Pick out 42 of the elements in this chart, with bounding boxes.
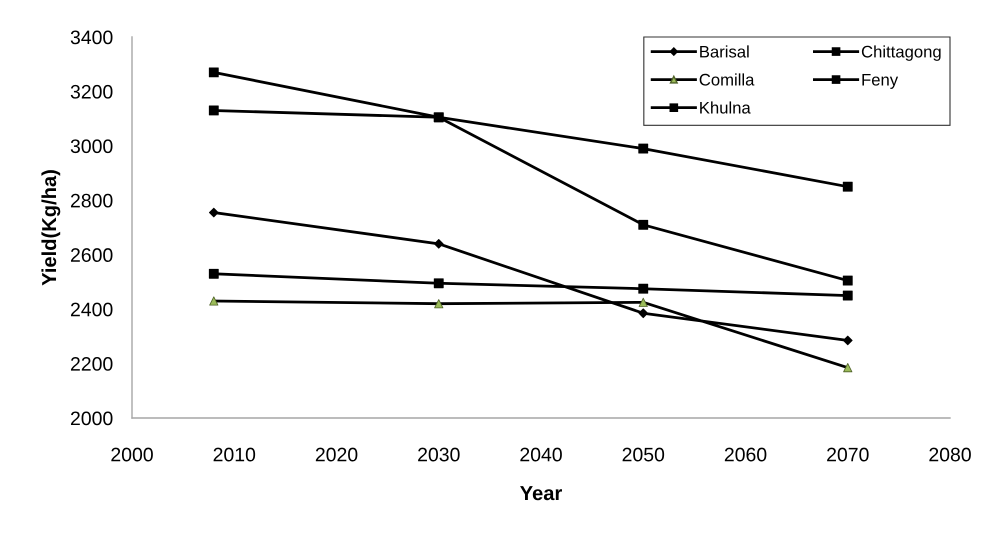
legend-label: Chittagong — [862, 45, 941, 61]
y-tick-label: 2000 — [70, 411, 112, 426]
point — [208, 268, 219, 279]
y-tick-label: 2200 — [70, 357, 112, 371]
legend-label: Barisal — [700, 45, 749, 58]
x-tick-label: 2000 — [111, 448, 153, 462]
x-tick-label: 2020 — [316, 448, 358, 462]
point — [842, 182, 853, 192]
y-tick-label: 2400 — [70, 302, 112, 316]
x-tick-label: 2030 — [418, 448, 460, 462]
point — [638, 298, 648, 307]
point — [638, 308, 648, 318]
point — [208, 106, 219, 116]
y-tick-label: 3000 — [70, 139, 112, 154]
point — [434, 238, 444, 249]
point — [434, 299, 444, 308]
y-tick-label: 2800 — [70, 194, 112, 208]
point — [638, 220, 648, 230]
point — [843, 363, 852, 372]
point — [842, 276, 853, 286]
y-tick-label: 2600 — [70, 248, 112, 262]
point — [638, 144, 648, 154]
point — [209, 296, 218, 306]
point — [638, 284, 648, 294]
x-tick-label: 2070 — [827, 448, 869, 462]
point — [208, 208, 219, 218]
y-tick-label: 3200 — [70, 84, 112, 99]
point — [842, 336, 853, 346]
y-tick-label: 3400 — [70, 30, 112, 44]
x-tick-label: 2060 — [724, 448, 766, 462]
x-tick-label: 2010 — [214, 448, 256, 462]
x-tick-label: 2080 — [929, 448, 971, 462]
legend-label: Khulna — [700, 101, 751, 114]
x-tick-label: 2040 — [520, 448, 562, 462]
x-axis-title: Year — [520, 486, 562, 500]
point — [434, 278, 444, 288]
point — [208, 67, 219, 78]
legend-label: Feny — [862, 74, 898, 89]
x-tick-label: 2050 — [622, 448, 664, 462]
y-axis-title: Yield(Kg/ha) — [41, 170, 60, 286]
legend-label: Comilla — [700, 73, 754, 86]
point — [842, 290, 853, 300]
